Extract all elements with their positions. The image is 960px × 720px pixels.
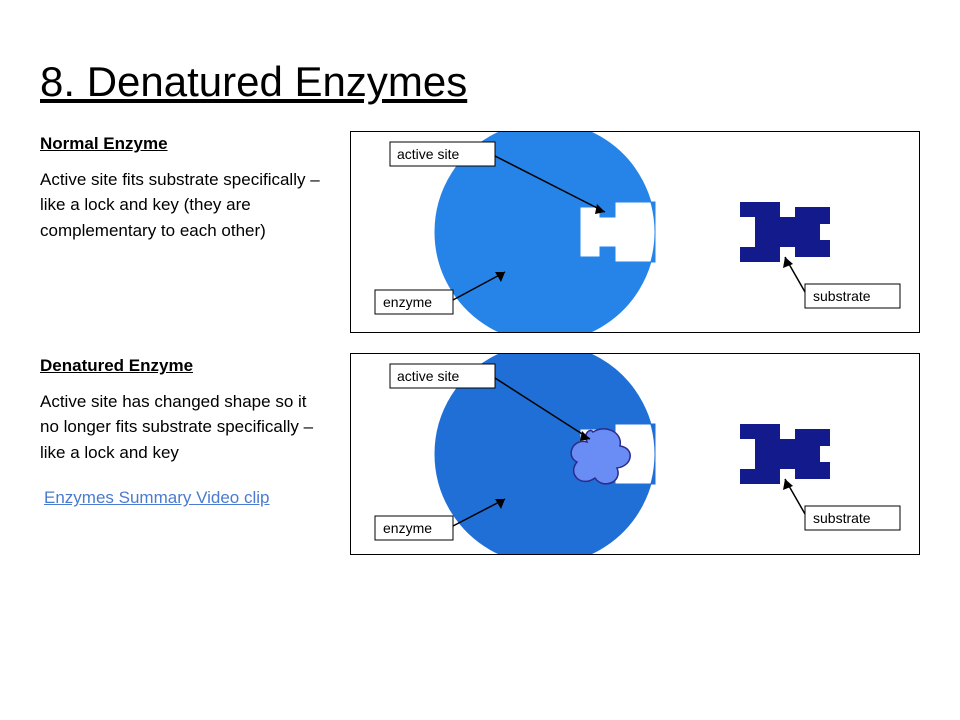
denatured-section: Denatured Enzyme Active site has changed… — [40, 353, 920, 555]
substrate-label: substrate — [813, 288, 871, 304]
active-site-label-2: active site — [397, 368, 459, 384]
normal-body: Active site fits substrate specifically … — [40, 167, 320, 244]
video-link[interactable]: Enzymes Summary Video clip — [40, 485, 320, 511]
substrate-shape-denatured — [740, 424, 830, 484]
denatured-enzyme-diagram: active site enzyme substrate — [350, 353, 920, 555]
normal-enzyme-diagram: active site enzyme substrate — [350, 131, 920, 333]
normal-text-column: Normal Enzyme Active site fits substrate… — [40, 131, 320, 333]
page-title: 8. Denatured Enzymes — [40, 58, 920, 106]
substrate-label-2: substrate — [813, 510, 871, 526]
denatured-heading: Denatured Enzyme — [40, 353, 320, 379]
substrate-arrowhead-2 — [783, 479, 793, 490]
normal-section: Normal Enzyme Active site fits substrate… — [40, 131, 920, 333]
normal-heading: Normal Enzyme — [40, 131, 320, 157]
active-site-label: active site — [397, 146, 459, 162]
substrate-arrowhead — [783, 257, 793, 268]
enzyme-label: enzyme — [383, 294, 432, 310]
substrate-shape-normal — [740, 202, 830, 262]
enzyme-label-2: enzyme — [383, 520, 432, 536]
denatured-body: Active site has changed shape so it no l… — [40, 389, 320, 466]
denatured-text-column: Denatured Enzyme Active site has changed… — [40, 353, 320, 555]
